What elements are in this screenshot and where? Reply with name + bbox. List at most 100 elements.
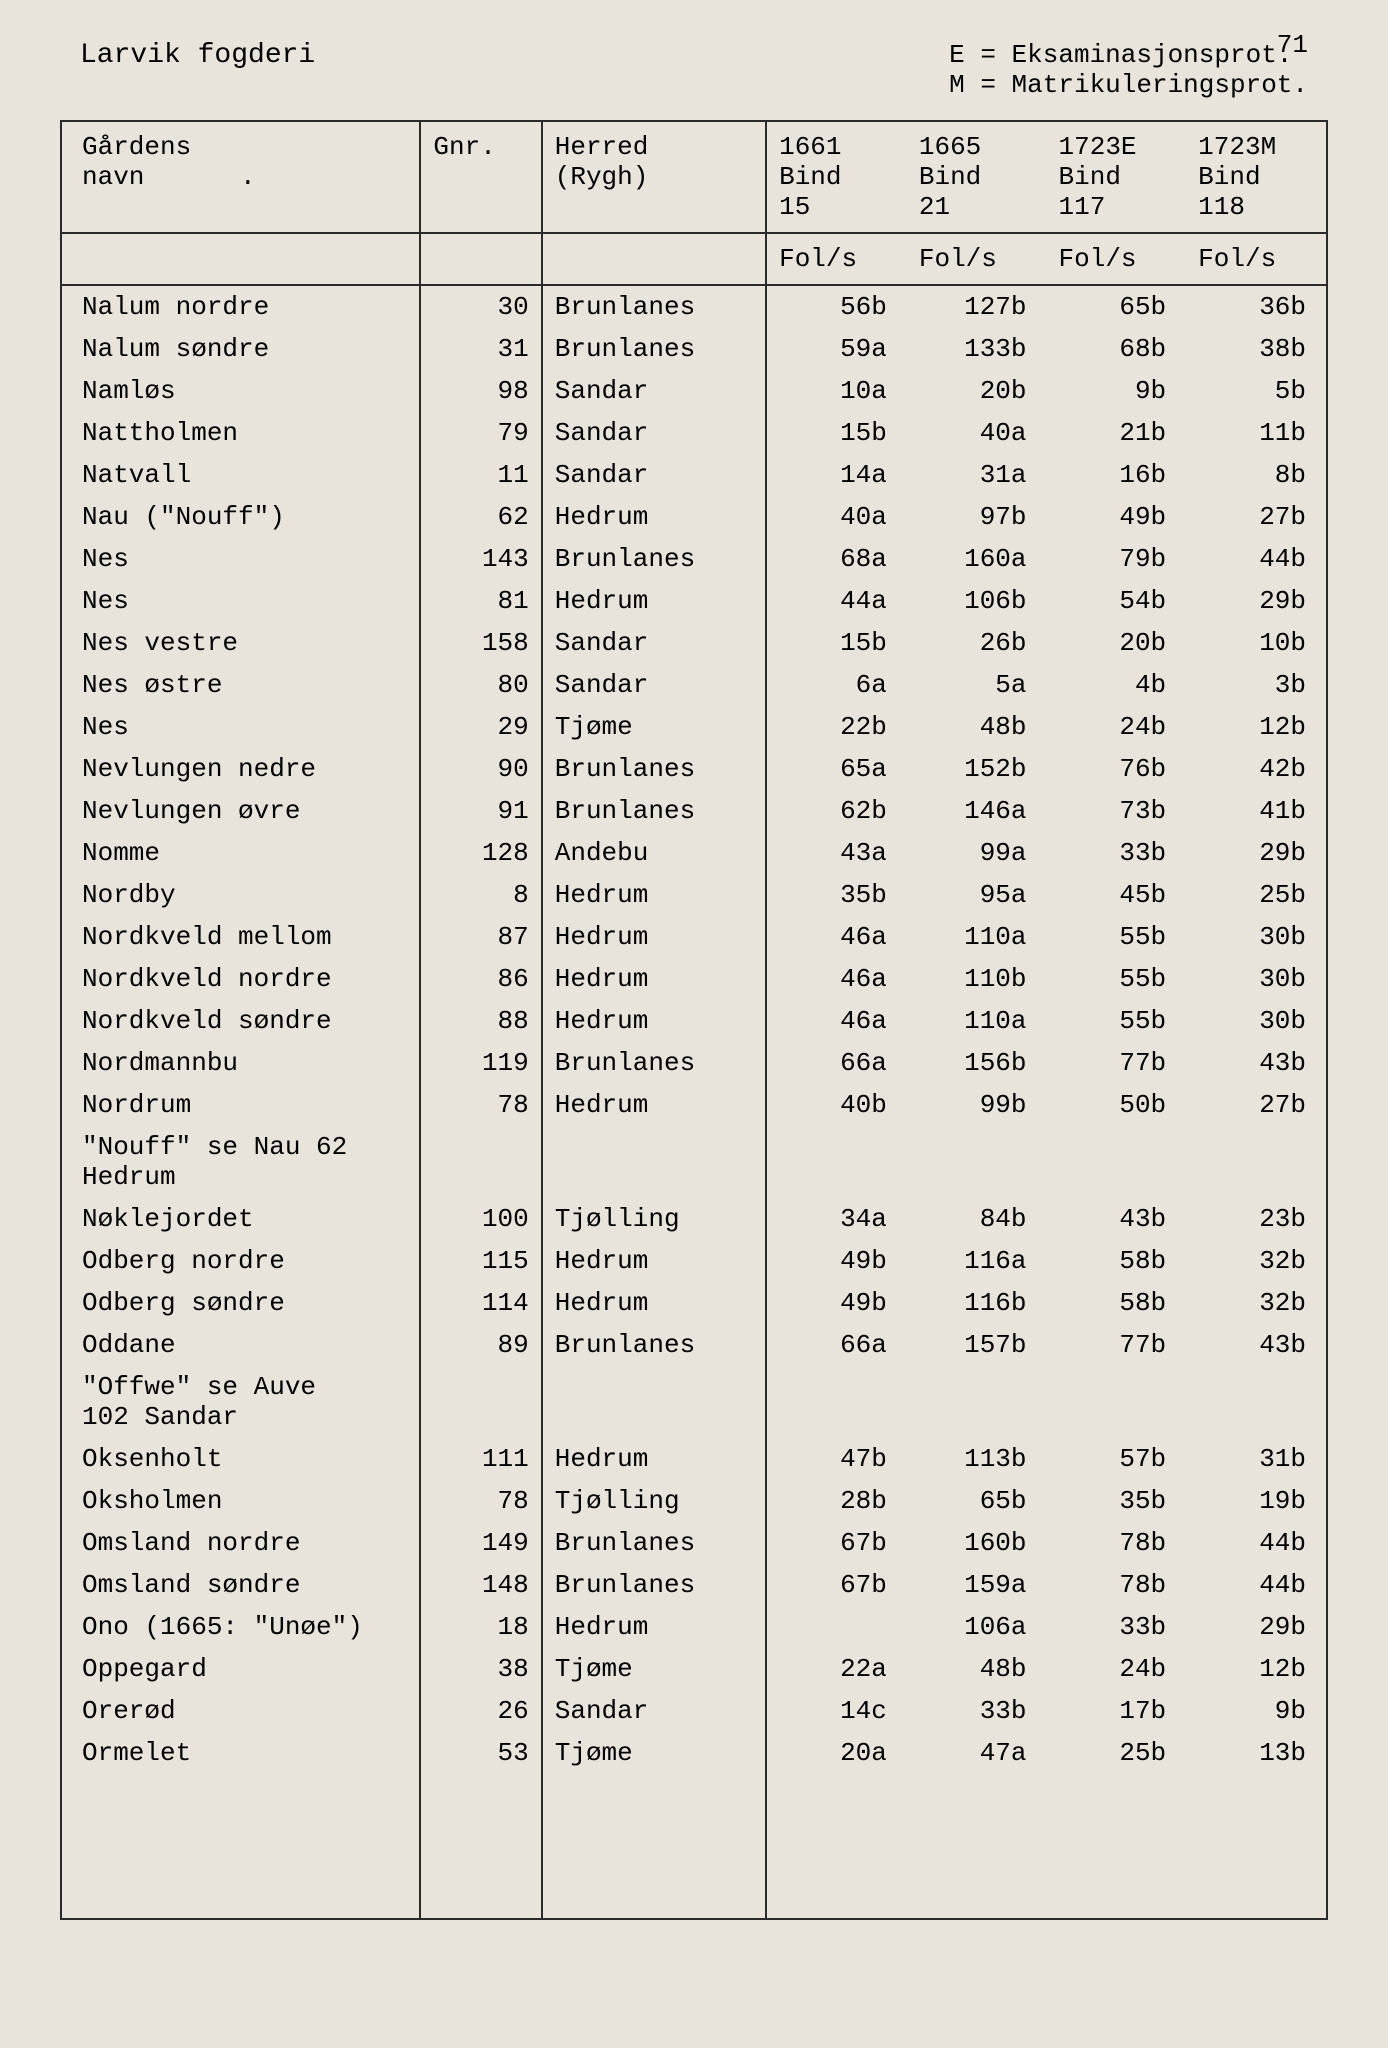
table-row: Nomme128Andebu43a99a33b29b — [61, 832, 1327, 874]
cell-gnr — [420, 1366, 541, 1438]
cell-gnr: 158 — [420, 622, 541, 664]
table-row: Nes81Hedrum44a106b54b29b — [61, 580, 1327, 622]
cell-fol — [907, 1366, 1047, 1438]
cell-fol: 23b — [1186, 1198, 1327, 1240]
table-row: Nes143Brunlanes68a160a79b44b — [61, 538, 1327, 580]
legend-e: E = Eksaminasjonsprot. — [949, 40, 1308, 70]
page-number: 71 — [1277, 30, 1308, 60]
cell-gnr: 87 — [420, 916, 541, 958]
cell-name: Omsland søndre — [61, 1564, 420, 1606]
cell-gnr: 18 — [420, 1606, 541, 1648]
cell-fol: 6a — [766, 664, 907, 706]
cell-herred: Brunlanes — [542, 538, 766, 580]
subheader-fols: Fol/s — [766, 233, 907, 285]
table-row: Nau ("Nouff")62Hedrum40a97b49b27b — [61, 496, 1327, 538]
cell-gnr: 88 — [420, 1000, 541, 1042]
cell-fol: 159a — [907, 1564, 1047, 1606]
table-row: Nordrum78Hedrum40b99b50b27b — [61, 1084, 1327, 1126]
cell-name: Orerød — [61, 1690, 420, 1732]
cell-herred: Hedrum — [542, 580, 766, 622]
cell-fol: 11b — [1186, 412, 1327, 454]
col-header-1723m: 1723M Bind 118 — [1186, 121, 1327, 233]
cell-fol: 65b — [1047, 285, 1187, 328]
cell-gnr: 114 — [420, 1282, 541, 1324]
cell-fol: 78b — [1047, 1522, 1187, 1564]
data-table: Gårdens navn . Gnr. Herred (Rygh) 1661 B… — [60, 120, 1328, 1920]
cell-gnr: 53 — [420, 1732, 541, 1919]
cell-fol: 50b — [1047, 1084, 1187, 1126]
cell-herred — [542, 1366, 766, 1438]
cell-gnr: 79 — [420, 412, 541, 454]
table-row: Ormelet53Tjøme20a47a25b13b — [61, 1732, 1327, 1919]
cell-fol: 66a — [766, 1042, 907, 1084]
cell-herred: Sandar — [542, 622, 766, 664]
col-header-1661: 1661 Bind 15 — [766, 121, 907, 233]
cell-fol: 160b — [907, 1522, 1047, 1564]
cell-fol: 77b — [1047, 1042, 1187, 1084]
cell-name: Nordby — [61, 874, 420, 916]
cell-fol — [1186, 1126, 1327, 1198]
cell-fol: 48b — [907, 1648, 1047, 1690]
cell-herred: Hedrum — [542, 1240, 766, 1282]
cell-fol: 30b — [1186, 958, 1327, 1000]
cell-name: Nattholmen — [61, 412, 420, 454]
cell-fol: 47a — [907, 1732, 1047, 1919]
table-row: Nes vestre158Sandar15b26b20b10b — [61, 622, 1327, 664]
cell-fol: 33b — [1047, 832, 1187, 874]
cell-fol: 40a — [766, 496, 907, 538]
cell-fol: 106a — [907, 1606, 1047, 1648]
cell-fol: 8b — [1186, 454, 1327, 496]
cell-fol: 76b — [1047, 748, 1187, 790]
cell-herred: Brunlanes — [542, 748, 766, 790]
cell-herred: Hedrum — [542, 874, 766, 916]
cell-fol: 33b — [907, 1690, 1047, 1732]
cell-fol: 28b — [766, 1480, 907, 1522]
cell-name: Odberg søndre — [61, 1282, 420, 1324]
table-row: Nøklejordet100Tjølling34a84b43b23b — [61, 1198, 1327, 1240]
table-row: Natvall11Sandar14a31a16b8b — [61, 454, 1327, 496]
cell-name: Omsland nordre — [61, 1522, 420, 1564]
cell-name: Natvall — [61, 454, 420, 496]
cell-fol: 55b — [1047, 916, 1187, 958]
cell-name: Odberg nordre — [61, 1240, 420, 1282]
document-page: 71 Larvik fogderi E = Eksaminasjonsprot.… — [0, 0, 1388, 2048]
cell-fol: 43b — [1186, 1324, 1327, 1366]
cell-fol: 116a — [907, 1240, 1047, 1282]
table-row: Nordkveld søndre88Hedrum46a110a55b30b — [61, 1000, 1327, 1042]
cell-herred: Brunlanes — [542, 285, 766, 328]
cell-fol — [1186, 1366, 1327, 1438]
cell-fol: 3b — [1186, 664, 1327, 706]
table-row: Oksholmen78Tjølling28b65b35b19b — [61, 1480, 1327, 1522]
cell-fol: 133b — [907, 328, 1047, 370]
table-row: "Nouff" se Nau 62 Hedrum — [61, 1126, 1327, 1198]
table-row: Nevlungen øvre91Brunlanes62b146a73b41b — [61, 790, 1327, 832]
cell-fol: 34a — [766, 1198, 907, 1240]
cell-fol: 25b — [1186, 874, 1327, 916]
cell-fol: 35b — [1047, 1480, 1187, 1522]
cell-fol: 47b — [766, 1438, 907, 1480]
cell-gnr: 86 — [420, 958, 541, 1000]
cell-gnr: 80 — [420, 664, 541, 706]
cell-fol: 57b — [1047, 1438, 1187, 1480]
cell-gnr: 115 — [420, 1240, 541, 1282]
cell-fol: 42b — [1186, 748, 1327, 790]
cell-fol: 59a — [766, 328, 907, 370]
cell-fol: 26b — [907, 622, 1047, 664]
cell-fol: 44b — [1186, 1522, 1327, 1564]
cell-fol: 41b — [1186, 790, 1327, 832]
cell-fol: 13b — [1186, 1732, 1327, 1919]
header-row: Gårdens navn . Gnr. Herred (Rygh) 1661 B… — [61, 121, 1327, 233]
table-row: Orerød26Sandar14c33b17b9b — [61, 1690, 1327, 1732]
cell-fol: 146a — [907, 790, 1047, 832]
cell-fol: 14c — [766, 1690, 907, 1732]
cell-fol: 43b — [1186, 1042, 1327, 1084]
cell-herred: Hedrum — [542, 1000, 766, 1042]
cell-name: Nøklejordet — [61, 1198, 420, 1240]
cell-name: Oksenholt — [61, 1438, 420, 1480]
table-row: Nalum nordre30Brunlanes56b127b65b36b — [61, 285, 1327, 328]
cell-fol: 95a — [907, 874, 1047, 916]
cell-name: Nes — [61, 580, 420, 622]
table-row: Nordmannbu119Brunlanes66a156b77b43b — [61, 1042, 1327, 1084]
cell-fol: 22a — [766, 1648, 907, 1690]
cell-gnr: 90 — [420, 748, 541, 790]
